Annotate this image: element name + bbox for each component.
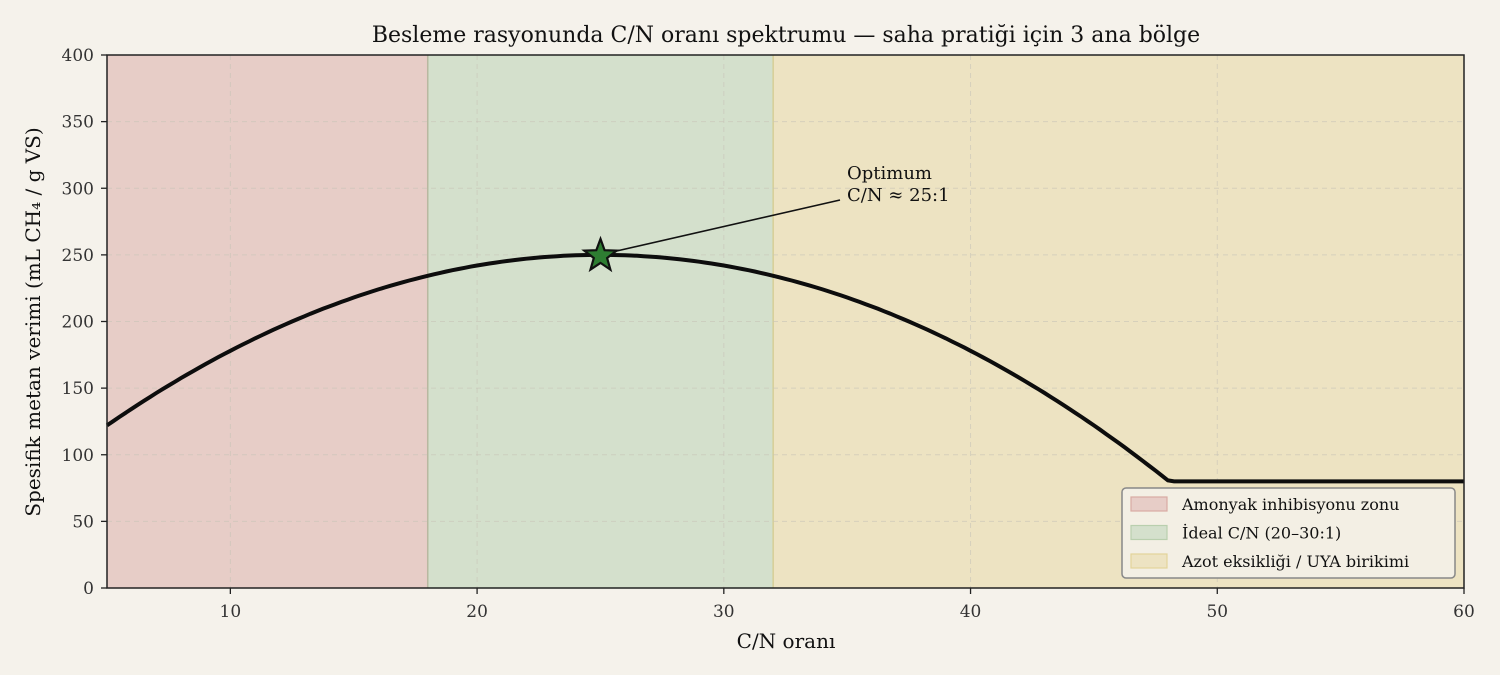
optimum-star-icon	[581, 235, 620, 273]
svg-text:40: 40	[960, 602, 982, 622]
legend: Amonyak inhibisyonu zonu İdeal C/N (20–30…	[1121, 487, 1456, 579]
svg-text:200: 200	[62, 313, 94, 333]
legend-label-1: İdeal C/N (20–30:1)	[1182, 523, 1341, 543]
svg-text:100: 100	[62, 446, 94, 466]
y-axis-label: Spesifik metan verimi (mL CH₄ / g VS)	[21, 127, 45, 516]
legend-swatch-0	[1130, 496, 1168, 512]
legend-swatch-2	[1130, 553, 1168, 569]
annotation-arrow	[608, 199, 841, 254]
svg-text:350: 350	[62, 113, 94, 133]
axis-ticks: 10 20 30 40 50 60 0 50 100 150 200 250 300 350 400	[62, 46, 1475, 622]
annotation-line1: Optimum	[847, 163, 932, 184]
svg-text:50: 50	[72, 512, 94, 532]
svg-text:250: 250	[62, 246, 94, 266]
svg-text:30: 30	[713, 602, 735, 622]
legend-label-2: Azot eksikliği / UYA birikimi	[1181, 552, 1409, 571]
x-axis-label: C/N oranı	[737, 629, 836, 653]
svg-text:60: 60	[1453, 602, 1475, 622]
yield-curve	[105, 252, 1464, 484]
chart-title: Besleme rasyonunda C/N oranı spektrumu —…	[372, 23, 1200, 48]
legend-box	[1121, 487, 1456, 579]
svg-text:150: 150	[62, 379, 94, 399]
svg-text:10: 10	[220, 602, 242, 622]
svg-text:400: 400	[62, 46, 94, 66]
legend-swatch-1	[1130, 524, 1168, 541]
svg-text:50: 50	[1206, 602, 1228, 622]
svg-text:20: 20	[466, 602, 488, 622]
region-0	[107, 55, 428, 588]
svg-text:300: 300	[62, 179, 94, 199]
svg-text:0: 0	[83, 579, 94, 599]
legend-label-0: Amonyak inhibisyonu zonu	[1181, 495, 1399, 514]
annotation-line2: C/N ≈ 25:1	[847, 185, 950, 206]
